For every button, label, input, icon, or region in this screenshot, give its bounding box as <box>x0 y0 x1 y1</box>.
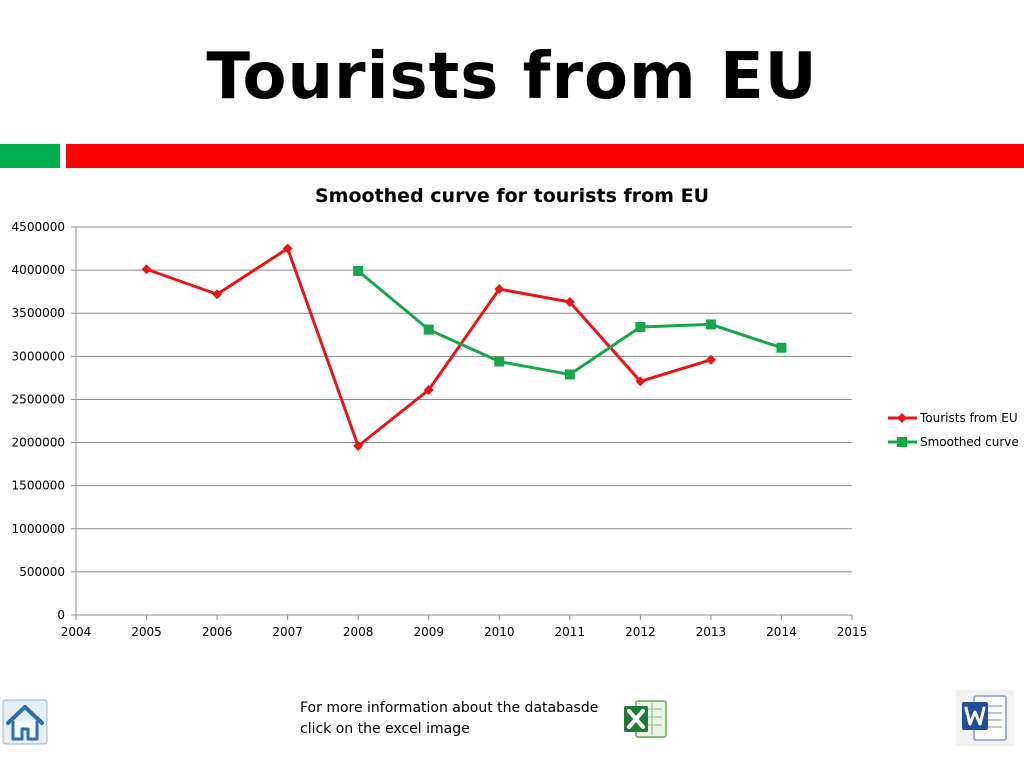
x-tick-label: 2015 <box>837 625 868 639</box>
y-tick-label: 0 <box>57 608 65 622</box>
data-point <box>635 376 646 387</box>
legend-marker <box>897 413 907 423</box>
x-tick-label: 2013 <box>696 625 727 639</box>
series-line <box>357 269 782 376</box>
grid-lines <box>76 226 852 573</box>
word-button[interactable] <box>956 690 1014 746</box>
data-point <box>705 354 716 365</box>
legend-marker <box>897 437 907 447</box>
y-tick-label: 1000000 <box>12 522 65 536</box>
x-tick-label: 2005 <box>131 625 162 639</box>
y-tick-label: 500000 <box>19 565 65 579</box>
series-tourists <box>141 243 716 452</box>
y-tick-label: 3500000 <box>12 306 65 320</box>
series-line <box>146 247 712 448</box>
data-point <box>776 342 787 353</box>
info-text: For more information about the databasde… <box>300 700 599 737</box>
data-point <box>564 369 575 380</box>
data-point <box>212 289 223 300</box>
line-chart: Smoothed curve for tourists from EU 0 500… <box>12 185 1019 639</box>
home-button[interactable] <box>2 699 48 745</box>
x-tick-label: 2006 <box>202 625 233 639</box>
series-group <box>141 243 787 452</box>
data-point <box>494 356 505 367</box>
x-tick-label: 2008 <box>343 625 374 639</box>
x-tick-label: 2010 <box>484 625 515 639</box>
axes: 0 500000 1000000 1500000 2000000 2500000 30000… <box>12 220 868 639</box>
data-point <box>141 264 152 275</box>
legend-label: Smoothed curve <box>920 435 1019 449</box>
excel-button[interactable] <box>622 697 668 741</box>
excel-icon <box>624 700 667 738</box>
data-point <box>423 384 434 395</box>
x-tick-label: 2009 <box>413 625 444 639</box>
y-tick-label: 1500000 <box>12 479 65 493</box>
data-point <box>635 322 646 333</box>
accent-bar-green <box>0 144 60 168</box>
accent-bar-red <box>66 144 1024 168</box>
data-point <box>494 284 505 295</box>
x-tick-label: 2007 <box>272 625 303 639</box>
y-tick-label: 2000000 <box>12 436 65 450</box>
x-tick-label: 2004 <box>61 625 92 639</box>
word-icon <box>956 690 1014 746</box>
legend: Tourists from EU Smoothed curve <box>888 411 1019 449</box>
home-icon <box>2 699 48 745</box>
legend-item: Smoothed curve <box>888 435 1019 449</box>
data-point <box>282 243 293 254</box>
data-point <box>353 265 364 276</box>
y-tick-label: 2500000 <box>12 392 65 406</box>
data-point <box>705 319 716 330</box>
data-point <box>353 441 364 452</box>
data-point <box>564 297 575 308</box>
chart-title: Smoothed curve for tourists from EU <box>315 185 709 207</box>
slide-title: Tourists from EU <box>206 40 818 114</box>
y-tick-label: 4500000 <box>12 220 65 234</box>
x-tick-label: 2012 <box>625 625 656 639</box>
legend-label: Tourists from EU <box>919 411 1018 425</box>
y-tick-label: 3000000 <box>12 349 65 363</box>
x-tick-label: 2014 <box>766 625 797 639</box>
x-tick-label: 2011 <box>555 625 586 639</box>
series-smoothed <box>353 265 787 380</box>
y-tick-label: 4000000 <box>12 263 65 277</box>
data-point <box>423 324 434 335</box>
legend-item: Tourists from EU <box>888 411 1018 425</box>
